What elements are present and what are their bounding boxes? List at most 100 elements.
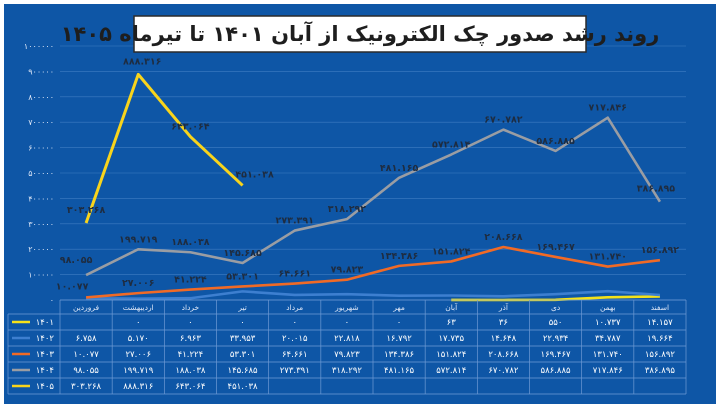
data-label: ۶۴.۶۶۱ [278,269,311,280]
data-label: ۹۸.۰۵۵ [60,255,93,266]
y-tick-label: ۶۰۰۰۰۰ [28,144,54,153]
data-label: ۲۰۸.۶۶۸ [484,232,523,243]
data-label: ۱۸۸.۰۳۸ [171,237,210,248]
series-line [85,245,661,299]
data-label: ۴۱.۲۲۴ [174,275,207,286]
category-label: مهر [392,303,405,312]
table-cell: ۱۴۵.۶۸۵ [228,366,259,376]
table-cell: ۲۰۸.۶۶۸ [488,350,519,360]
table-cell: ۲۰.۰۱۵ [282,334,308,344]
category-label: آذر [498,302,509,312]
y-tick-label: ۱۰۰۰۰۰۰ [24,42,54,51]
data-label: ۶۴۳.۰۶۴ [171,122,210,133]
data-label: ۱۳۴.۳۸۶ [380,251,418,262]
data-label: ۱۹۹.۷۱۹ [119,234,158,245]
table-cell: ۷۱۷.۸۴۶ [593,366,623,376]
data-label: ۷۱۷.۸۴۶ [589,103,627,114]
legend-series-name: ۱۴۰۲ [36,334,55,344]
table-cell: ۴۸۱.۱۶۵ [384,366,415,376]
data-label: ۳۱۸.۲۹۲ [328,204,367,215]
table-cell: ۱۷.۷۳۵ [438,334,464,344]
category-label: خرداد [182,303,200,312]
data-label: ۶۷۰.۷۸۲ [484,115,523,126]
table-cell: ۱۶۹.۴۶۷ [541,350,572,360]
table-cell: ۴۱.۲۲۴ [178,350,204,360]
table-cell: ۱۴.۱۵۷ [647,318,673,328]
category-label: مرداد [286,303,303,312]
table-cell: ۱۹.۶۶۴ [647,334,673,344]
table-cell: ۹۸.۰۵۵ [73,366,99,376]
table-cell: ۱۰.۰۷۷ [73,350,99,360]
table-cell: ۶۷۰.۷۸۲ [488,366,519,376]
data-label: ۱۴۵.۶۸۵ [223,248,262,259]
category-label: اسفند [651,303,669,312]
category-label: فروردین [73,303,100,312]
table-cell: ۳۴.۷۸۷ [595,334,621,344]
data-label: ۴۸۱.۱۶۵ [380,163,419,174]
y-tick-label: ۲۰۰۰۰۰ [28,245,54,254]
legend-series-name: ۱۴۰۵ [36,382,55,392]
table-cell: ۵۷۲.۸۱۴ [436,366,466,376]
table-cell: ۰ [397,318,402,328]
table-cell: ۶.۷۵۸ [76,334,97,344]
series-line [85,116,662,277]
chart-background [4,4,716,404]
series-line [84,72,244,224]
table-cell: ۳۶ [499,318,508,328]
chart-title: روند رشد صدور چک الکترونیک از آبان ۱۴۰۱ … [61,21,660,46]
y-tick-label: ۵۰۰۰۰۰ [28,169,54,178]
data-label: ۱۰.۰۷۷ [56,281,89,292]
table-cell: ۱۵۱.۸۲۴ [436,350,466,360]
table-cell: ۶۴.۶۶۱ [282,350,308,360]
data-labels: ۳۰۳.۲۶۸ ۸۸۸.۳۱۶ ۶۴۳.۰۶۴ ۴۵۱.۰۳۸ ۹۸.۰۵۵ ۱۹۹.۷۱… [56,56,680,292]
table-cell: ۰ [292,318,297,328]
table-cell: ۶۴۳.۰۶۴ [175,382,205,392]
table-cell: ۵۸۶.۸۸۵ [541,366,572,376]
table-cell: ۳۰۳.۲۶۸ [71,382,102,392]
legend-series-name: ۱۴۰۴ [36,366,54,376]
y-tick-label: ۳۰۰۰۰۰ [28,220,54,229]
table-cell: ۱۳۱.۷۴۰ [593,350,623,360]
y-tick-label: ۴۰۰۰۰۰ [28,194,54,203]
data-label: ۱۶۹.۴۶۷ [536,242,575,253]
table-cell: ۱۸۸.۰۳۸ [175,366,206,376]
category-label: تیر [237,303,247,312]
table-cell: ۳۳.۹۵۳ [230,334,256,344]
table-cell: ۲۷.۰۰۶ [125,350,151,360]
table-cell: ۰ [136,318,141,328]
table-cell: ۱۳۴.۳۸۶ [384,350,414,360]
data-label: ۱۵۱.۸۲۴ [432,246,471,257]
table-cell: ۶۳ [447,318,457,328]
table-cell: ۱۵۶.۸۹۲ [645,350,676,360]
data-label: ۴۵۱.۰۳۸ [235,169,274,180]
data-table: فروردین اردیبهشت خرداد تیر مرداد شهریور مهر آبا… [7,299,687,395]
category-label: آبان [445,302,458,312]
data-label: ۳۰۳.۲۶۸ [67,205,106,216]
category-label: بهمن [600,303,616,312]
y-tick-label: ۱۰۰۰۰۰ [28,271,54,280]
data-label: ۷۹.۸۲۳ [331,265,364,276]
category-label: اردیبهشت [123,303,154,312]
table-cell: ۴۵۱.۰۳۸ [228,382,259,392]
data-label: ۳۸۶.۸۹۵ [637,184,676,195]
table-cell: ۰ [345,318,350,328]
table-cell: ۵۳.۳۰۱ [230,350,256,360]
legend-series-name: ۱۴۰۱ [36,318,54,328]
data-label: ۸۸۸.۳۱۶ [123,56,161,67]
data-label: ۱۵۶.۸۹۲ [641,245,680,256]
series-line [86,289,661,300]
table-cell: ۱۰.۷۳۷ [595,318,621,328]
table-cell: ۵۵۰ [549,318,563,328]
table-cell: ۳۱۸.۲۹۲ [332,366,363,376]
category-label: شهریور [334,303,358,312]
y-tick-label: ۷۰۰۰۰۰ [28,118,54,127]
table-cell: ۶.۹۶۳ [180,334,201,344]
table-cell: ۱۹۹.۷۱۹ [123,366,154,376]
table-cell: ۰ [240,318,245,328]
data-label: ۱۳۱.۷۴۰ [589,252,627,263]
table-cell: ۱۴.۶۴۸ [491,334,517,344]
table-cell: ۳۸۶.۸۹۵ [645,366,676,376]
chart-title-box [133,15,587,53]
y-tick-label: ۰ [50,296,54,305]
